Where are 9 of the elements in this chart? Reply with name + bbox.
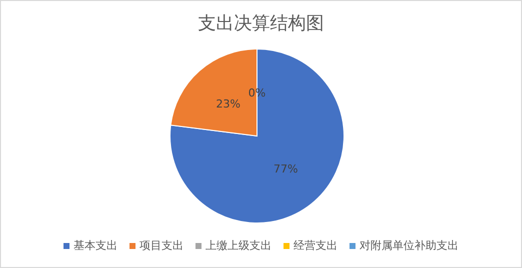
legend-label: 经营支出 bbox=[294, 239, 338, 252]
legend-label: 对附属单位补助支出 bbox=[360, 239, 458, 252]
data-label: 23% bbox=[216, 97, 240, 110]
legend-label: 基本支出 bbox=[74, 239, 118, 252]
legend-label: 项目支出 bbox=[140, 239, 184, 252]
legend-label: 上缴上级支出 bbox=[206, 239, 272, 252]
data-label: 77% bbox=[274, 162, 298, 176]
text: 0% bbox=[248, 86, 266, 100]
chart-title: 支出决算结构图 bbox=[198, 13, 324, 34]
